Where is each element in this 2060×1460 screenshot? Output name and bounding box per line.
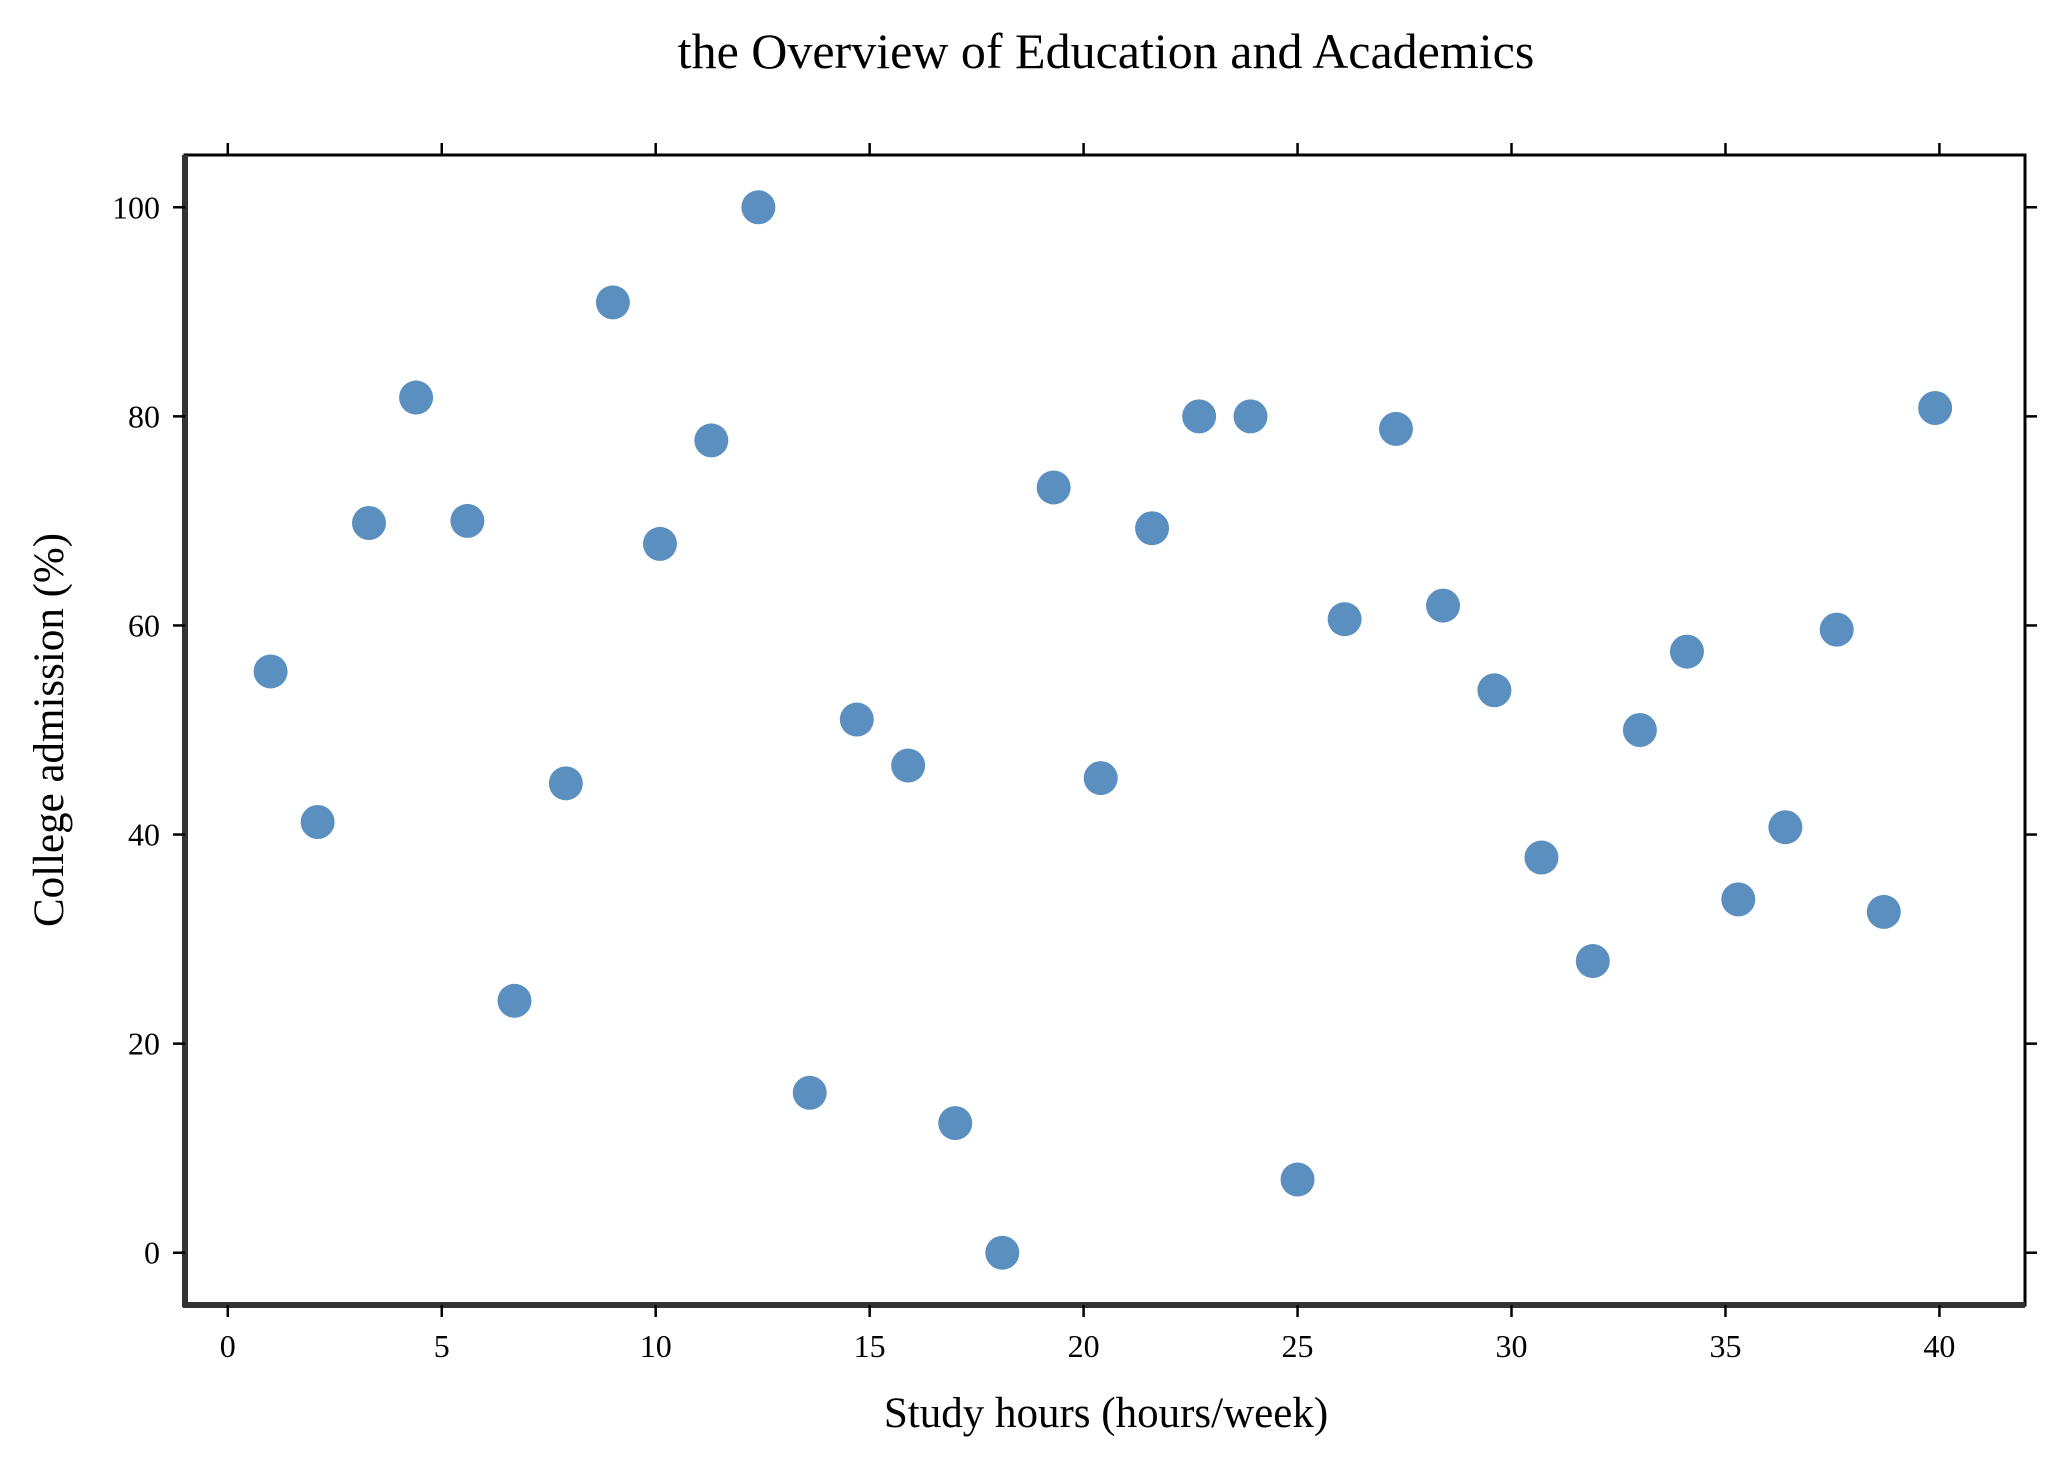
data-point-0-10 <box>741 190 776 225</box>
data-point-0-1 <box>300 805 335 839</box>
data-point-0-19 <box>1182 399 1217 434</box>
tick-labels: 0 5 10 15 20 25 30 35 40 0 20 40 60 80 100 <box>112 189 1955 1364</box>
data-point-0-18 <box>1135 511 1170 546</box>
data-point-0-21 <box>1280 1162 1315 1197</box>
x-tick-label-4: 20 <box>1068 1328 1100 1364</box>
plot-area <box>182 153 2027 1308</box>
data-point-0-29 <box>1669 634 1704 669</box>
x-axis-label: Study hours (hours/week) <box>884 1390 1328 1437</box>
data-point-0-9 <box>694 423 729 458</box>
y-tick-label-2: 40 <box>128 817 160 853</box>
data-point-0-13 <box>891 748 926 783</box>
data-point-0-4 <box>450 503 485 538</box>
data-point-0-2 <box>352 506 386 540</box>
x-tick-label-7: 35 <box>1709 1328 1741 1364</box>
axis-ticks <box>173 143 2037 1317</box>
data-point-0-5 <box>497 983 532 1018</box>
data-points <box>253 190 1953 1270</box>
data-point-0-32 <box>1819 612 1854 647</box>
x-tick-label-0: 0 <box>220 1328 236 1364</box>
data-point-0-11 <box>792 1075 827 1110</box>
plot-frame <box>183 153 2027 1307</box>
x-tick-label-2: 10 <box>640 1328 672 1364</box>
data-point-0-22 <box>1327 602 1362 637</box>
data-point-0-27 <box>1575 944 1610 979</box>
data-point-0-24 <box>1426 588 1461 623</box>
data-point-0-34 <box>1918 391 1953 425</box>
y-tick-label-5: 100 <box>112 189 160 225</box>
x-tick-label-3: 15 <box>854 1328 886 1364</box>
x-tick-label-1: 5 <box>434 1328 450 1364</box>
data-point-0-30 <box>1721 882 1756 917</box>
data-point-0-33 <box>1866 894 1901 929</box>
data-point-0-20 <box>1233 399 1268 434</box>
y-tick-label-1: 20 <box>128 1026 160 1062</box>
y-tick-label-4: 80 <box>128 398 160 434</box>
data-point-0-3 <box>399 380 434 415</box>
y-tick-label-0: 0 <box>144 1235 160 1271</box>
data-point-0-16 <box>1036 470 1071 505</box>
data-point-0-25 <box>1477 673 1512 708</box>
data-point-0-15 <box>985 1235 1020 1270</box>
y-axis-label: College admission (%) <box>26 533 73 927</box>
x-tick-label-8: 40 <box>1923 1328 1955 1364</box>
data-point-0-6 <box>548 766 583 801</box>
data-point-0-17 <box>1083 761 1118 796</box>
chart-title: the Overview of Education and Academics <box>678 23 1535 79</box>
data-point-0-7 <box>595 285 630 320</box>
data-point-0-12 <box>839 702 874 737</box>
data-point-0-14 <box>938 1106 973 1141</box>
data-point-0-31 <box>1768 810 1803 845</box>
data-point-0-8 <box>642 526 677 561</box>
data-point-0-28 <box>1622 713 1657 747</box>
data-point-0-23 <box>1378 411 1413 446</box>
x-tick-label-5: 25 <box>1282 1328 1314 1364</box>
data-point-0-0 <box>253 654 288 689</box>
y-tick-label-3: 60 <box>128 607 160 643</box>
x-tick-label-6: 30 <box>1496 1328 1528 1364</box>
data-point-0-26 <box>1524 840 1559 875</box>
